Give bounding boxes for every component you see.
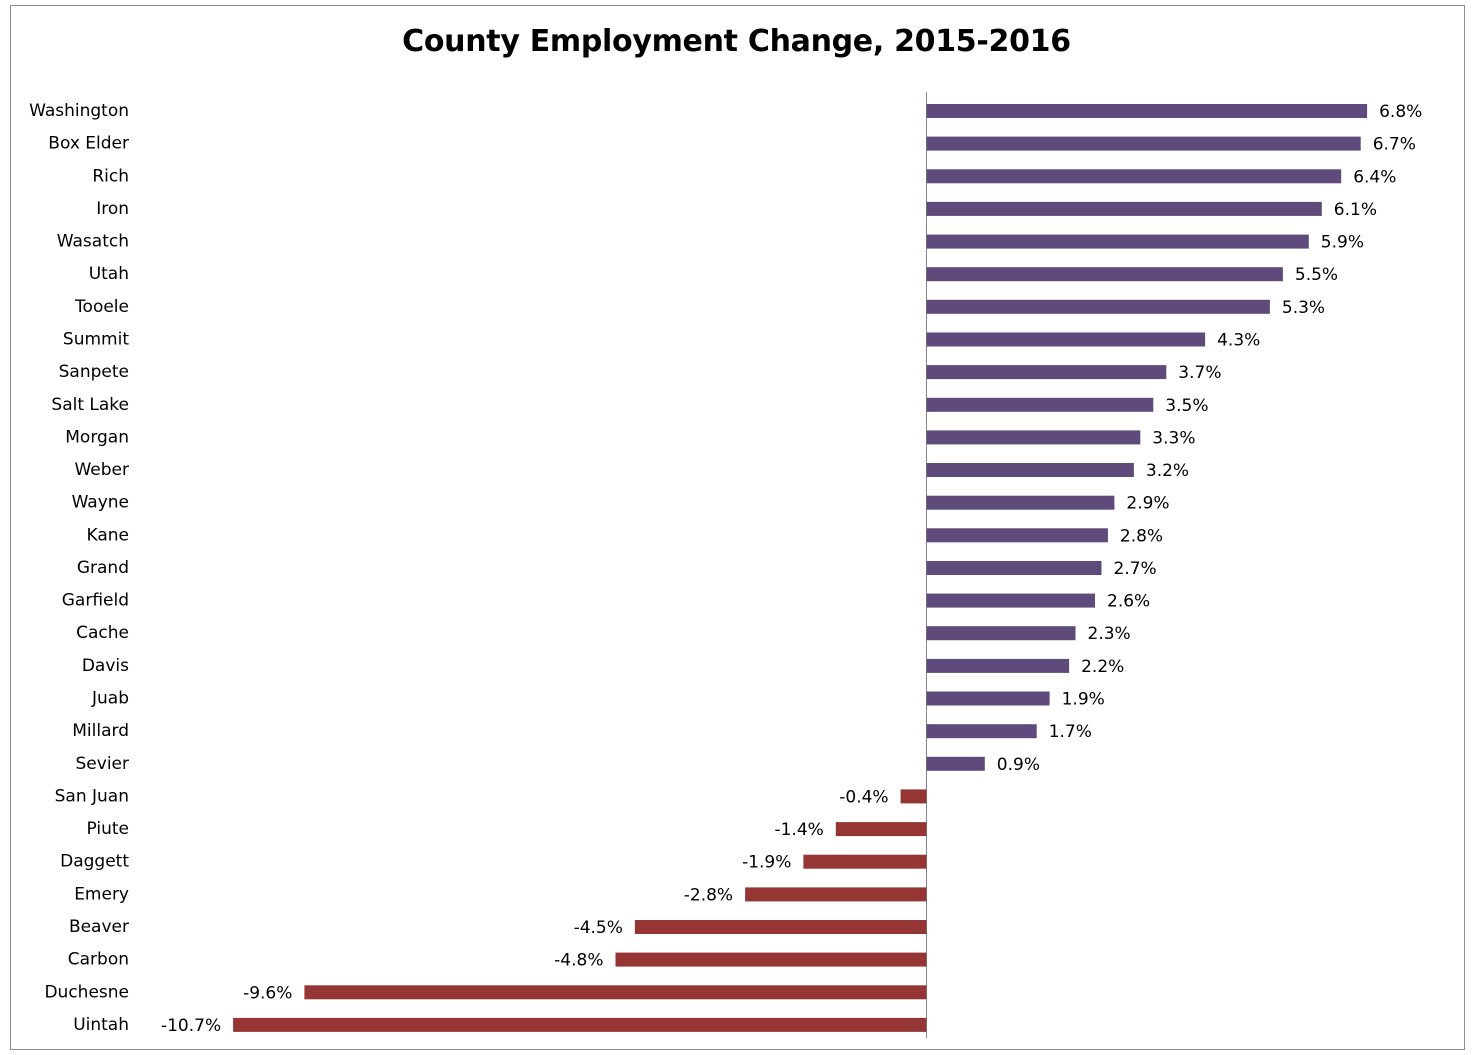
data-label: 2.2% xyxy=(1081,657,1124,677)
data-label: 2.9% xyxy=(1126,494,1169,514)
data-label: -10.7% xyxy=(161,1016,221,1036)
category-label: Sevier xyxy=(76,754,129,774)
bar xyxy=(926,234,1309,249)
category-label: Kane xyxy=(87,525,130,545)
data-label: 6.4% xyxy=(1353,167,1396,187)
data-label: -2.8% xyxy=(684,885,733,905)
category-label: Millard xyxy=(72,721,129,741)
bar xyxy=(304,985,927,1000)
data-label: -1.9% xyxy=(742,853,791,873)
category-label: Utah xyxy=(89,264,129,284)
category-label: Piute xyxy=(87,819,130,839)
data-label: 2.8% xyxy=(1120,526,1163,546)
data-label: 3.7% xyxy=(1178,363,1221,383)
category-label: Box Elder xyxy=(48,134,129,154)
bar xyxy=(926,104,1368,118)
bar xyxy=(926,136,1361,151)
data-label: 4.3% xyxy=(1217,330,1260,350)
bar xyxy=(926,299,1270,314)
data-label: 3.3% xyxy=(1152,428,1195,448)
category-label: Rich xyxy=(92,166,129,186)
bar xyxy=(615,952,927,967)
bar xyxy=(926,201,1322,216)
data-label: 5.9% xyxy=(1321,233,1364,253)
category-label: Tooele xyxy=(74,297,129,317)
category-label: Duchesne xyxy=(44,982,129,1002)
data-label: 6.8% xyxy=(1379,102,1422,122)
bar xyxy=(926,267,1283,282)
category-label: Grand xyxy=(77,558,129,578)
category-label: Weber xyxy=(74,460,129,480)
category-label: Sanpete xyxy=(59,362,129,382)
bar xyxy=(926,430,1141,445)
category-label: Wasatch xyxy=(57,232,129,252)
category-label: Salt Lake xyxy=(51,395,129,415)
data-label: -9.6% xyxy=(243,983,292,1003)
category-label: Wayne xyxy=(72,493,129,513)
category-label: Juab xyxy=(91,689,129,709)
data-label: -0.4% xyxy=(839,787,888,807)
bar xyxy=(926,495,1115,510)
category-label: Cache xyxy=(76,623,129,643)
data-label: 1.9% xyxy=(1062,690,1105,710)
bar xyxy=(926,365,1167,380)
bar xyxy=(926,691,1050,706)
data-label: 5.3% xyxy=(1282,298,1325,318)
bar xyxy=(634,920,927,934)
bar xyxy=(926,169,1342,184)
data-label: -4.8% xyxy=(554,951,603,971)
data-label: 3.2% xyxy=(1146,461,1189,481)
bar xyxy=(926,332,1206,347)
bar xyxy=(926,561,1102,575)
category-label: Summit xyxy=(63,329,129,349)
bar xyxy=(926,463,1134,477)
bar xyxy=(745,887,927,902)
bar xyxy=(835,822,927,837)
data-label: 5.5% xyxy=(1295,265,1338,285)
bar xyxy=(233,1017,927,1032)
bar xyxy=(926,397,1154,412)
data-label: 2.3% xyxy=(1088,624,1131,644)
data-label: 6.1% xyxy=(1334,200,1377,220)
category-label: Daggett xyxy=(60,852,129,872)
bar xyxy=(900,789,927,804)
data-label: -4.5% xyxy=(574,918,623,938)
category-label: Washington xyxy=(29,101,129,121)
bar xyxy=(926,528,1108,543)
category-label: Iron xyxy=(96,199,129,219)
data-label: -1.4% xyxy=(774,820,823,840)
category-label: San Juan xyxy=(55,786,129,806)
data-label: 0.9% xyxy=(997,755,1040,775)
bar xyxy=(926,756,985,771)
bar xyxy=(926,593,1095,608)
category-label: Garfield xyxy=(62,591,129,611)
category-label: Davis xyxy=(82,656,129,676)
data-label: 6.7% xyxy=(1373,135,1416,155)
category-label: Morgan xyxy=(65,427,129,447)
chart-title: County Employment Change, 2015-2016 xyxy=(402,24,1071,59)
data-label: 1.7% xyxy=(1049,722,1092,742)
bar xyxy=(803,854,927,869)
category-label: Emery xyxy=(74,884,129,904)
category-label: Carbon xyxy=(68,950,129,970)
data-label: 2.6% xyxy=(1107,592,1150,612)
category-label: Beaver xyxy=(69,917,129,937)
data-label: 3.5% xyxy=(1165,396,1208,416)
bar xyxy=(926,724,1037,739)
bar xyxy=(926,626,1076,641)
bar xyxy=(926,658,1070,673)
category-label: Uintah xyxy=(73,1015,129,1035)
data-label: 2.7% xyxy=(1114,559,1157,579)
